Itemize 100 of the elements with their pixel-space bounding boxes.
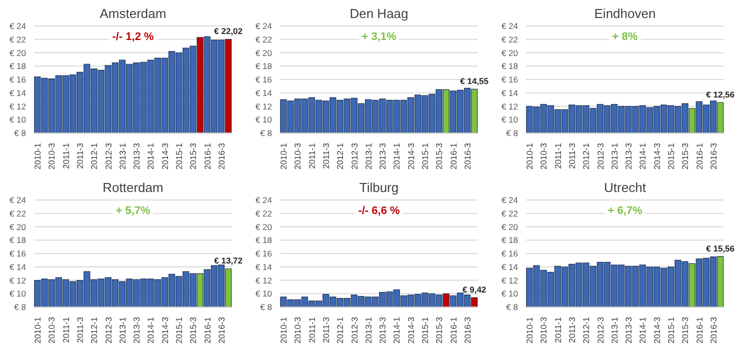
- x-tick-label: 2016-1: [202, 316, 212, 343]
- annotation: + 3,1%: [358, 31, 400, 43]
- x-tick-label: 2014-1: [146, 142, 156, 170]
- x-tick-label: 2015-3: [188, 316, 198, 343]
- x-tick-label: 2015-1: [666, 142, 676, 170]
- y-tick-label: € 14: [501, 88, 518, 98]
- x-tick-label: 2010-1: [32, 142, 43, 170]
- y-tick-label: € 18: [255, 61, 272, 72]
- chart-title: Amsterdam: [98, 6, 168, 21]
- x-tick-label: 2011-3: [74, 316, 85, 342]
- x-tick-label: 2014-3: [652, 316, 662, 343]
- y-tick-label: € 20: [255, 221, 272, 232]
- x-tick-label: 2010-1: [278, 142, 289, 170]
- x-tick-label: 2012-1: [89, 142, 100, 170]
- chart-title: Utrecht: [603, 180, 647, 194]
- x-tick-label: 2010-3: [46, 142, 57, 170]
- y-tick-label: € 14: [255, 261, 272, 272]
- x-tick-label: 2016-3: [708, 142, 718, 170]
- data-label: € 15,56: [706, 242, 735, 253]
- data-label: € 12,56: [706, 90, 735, 100]
- y-tick-label: € 16: [501, 74, 518, 85]
- y-tick-label: € 22: [501, 208, 518, 218]
- x-tick-label: 2012-1: [581, 142, 592, 170]
- y-tick-label: € 12: [501, 101, 518, 112]
- annotation: + 5,7%: [112, 204, 154, 216]
- y-tick-label: € 8: [506, 128, 518, 138]
- x-tick-label: 2014-1: [392, 142, 402, 170]
- x-tick-label: 2016-3: [462, 316, 472, 343]
- x-tick-label: 2012-1: [335, 316, 346, 343]
- y-tick-label: € 12: [9, 274, 26, 285]
- x-tick-label: 2016-1: [694, 316, 704, 343]
- x-tick-label: 2016-1: [448, 142, 458, 170]
- data-label: € 13,72: [214, 255, 243, 266]
- annotation: -/- 6,6 %: [355, 204, 403, 216]
- x-tick-label: 2011-1: [306, 316, 317, 342]
- y-tick-label: € 22: [9, 34, 26, 44]
- y-tick-label: € 12: [501, 274, 518, 285]
- y-tick-label: € 18: [9, 61, 26, 72]
- annotation: + 6,7%: [604, 204, 646, 216]
- y-tick-label: € 22: [255, 34, 272, 44]
- x-tick-label: 2013-3: [132, 316, 142, 343]
- x-tick-label: 2013-3: [378, 142, 388, 170]
- x-tick-label: 2014-3: [406, 142, 416, 170]
- x-tick-label: 2012-3: [349, 316, 360, 343]
- x-tick-label: 2014-1: [392, 316, 402, 343]
- x-tick-label: 2011-3: [74, 142, 85, 169]
- x-tick-label: 2012-1: [581, 316, 592, 343]
- x-tick-label: 2015-3: [188, 142, 198, 170]
- y-tick-label: € 14: [9, 261, 26, 272]
- y-tick-label: € 10: [255, 114, 272, 125]
- x-tick-label: 2011-1: [306, 142, 317, 169]
- chart-title: Den Haag: [348, 6, 410, 21]
- x-tick-label: 2010-1: [524, 142, 535, 170]
- y-tick-label: € 24: [9, 21, 26, 32]
- y-tick-label: € 8: [14, 128, 26, 138]
- y-tick-label: € 22: [501, 34, 518, 44]
- x-tick-label: 2015-3: [680, 316, 690, 343]
- x-tick-label: 2010-3: [46, 316, 57, 343]
- y-tick-label: € 16: [501, 248, 518, 258]
- x-tick-label: 2016-1: [694, 142, 704, 170]
- y-tick-label: € 8: [14, 302, 26, 312]
- y-tick-label: € 20: [501, 48, 518, 58]
- x-tick-label: 2012-3: [595, 316, 606, 343]
- x-tick-label: 2010-3: [292, 142, 303, 170]
- x-tick-label: 2011-1: [60, 142, 71, 169]
- y-tick-label: € 8: [260, 128, 272, 138]
- x-tick-label: 2014-1: [146, 316, 156, 343]
- y-tick-label: € 24: [255, 21, 272, 32]
- y-tick-label: € 16: [9, 74, 26, 85]
- data-label: € 14,55: [460, 76, 489, 86]
- y-tick-label: € 16: [255, 248, 272, 258]
- x-tick-label: 2014-3: [406, 316, 416, 343]
- x-tick-label: 2011-3: [320, 316, 331, 342]
- y-tick-label: € 10: [9, 288, 26, 298]
- x-tick-label: 2012-1: [335, 142, 346, 170]
- x-tick-label: 2015-3: [434, 142, 444, 170]
- x-tick-label: 2013-1: [117, 142, 128, 170]
- chart-title: Eindhoven: [593, 6, 657, 21]
- x-tick-label: 2014-1: [638, 316, 648, 343]
- x-tick-label: 2012-3: [349, 142, 360, 170]
- x-tick-label: 2011-1: [552, 142, 563, 169]
- y-tick-label: € 22: [255, 208, 272, 218]
- y-tick-label: € 14: [501, 261, 518, 272]
- x-tick-label: 2013-1: [117, 316, 128, 343]
- x-tick-label: 2012-1: [89, 316, 100, 343]
- x-tick-label: 2014-3: [652, 142, 662, 170]
- x-tick-label: 2015-1: [174, 316, 184, 343]
- x-tick-label: 2013-3: [378, 316, 388, 343]
- x-tick-label: 2014-3: [160, 142, 170, 170]
- x-tick-label: 2014-3: [160, 316, 170, 343]
- x-tick-label: 2011-3: [566, 142, 577, 169]
- x-tick-label: 2010-3: [538, 316, 549, 343]
- y-tick-label: € 24: [501, 194, 518, 205]
- x-tick-label: 2015-1: [666, 316, 676, 343]
- x-tick-label: 2010-1: [278, 316, 289, 343]
- x-tick-label: 2011-3: [320, 142, 331, 169]
- x-tick-label: 2013-1: [363, 142, 374, 170]
- x-tick-label: 2016-3: [708, 316, 718, 343]
- x-tick-label: 2010-3: [538, 142, 549, 170]
- data-label: € 22,02: [214, 26, 243, 36]
